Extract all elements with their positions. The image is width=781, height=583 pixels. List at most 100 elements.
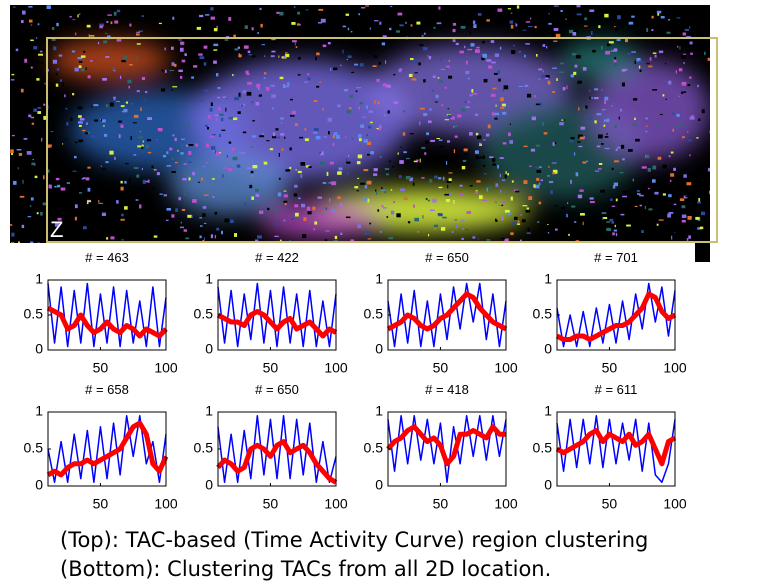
speck: [453, 126, 455, 128]
speck: [191, 215, 193, 219]
x-tick-label: 100: [663, 496, 687, 512]
speck: [490, 93, 496, 97]
speck: [270, 84, 275, 87]
speck: [661, 182, 665, 184]
speck: [191, 76, 195, 79]
speck: [654, 5, 659, 9]
speck: [62, 143, 64, 145]
speck: [531, 116, 536, 121]
speck: [625, 207, 628, 211]
speck: [606, 221, 610, 223]
speck: [153, 18, 157, 20]
speck: [577, 141, 581, 143]
speck: [668, 155, 671, 158]
speck: [638, 65, 641, 69]
speck: [547, 224, 549, 226]
speck: [315, 35, 320, 37]
speck: [41, 61, 44, 65]
speck: [482, 139, 486, 141]
speck: [33, 150, 36, 154]
speck: [465, 60, 468, 65]
speck: [673, 167, 676, 171]
speck: [271, 50, 276, 53]
speck: [587, 226, 589, 230]
speck: [453, 200, 455, 204]
speck: [436, 138, 441, 140]
speck: [252, 164, 258, 169]
speck: [220, 230, 223, 235]
speck: [283, 200, 288, 203]
chart-title: # = 418: [425, 382, 469, 397]
speck: [81, 129, 86, 132]
speck: [686, 238, 689, 241]
speck: [180, 221, 182, 224]
speck: [439, 58, 443, 61]
speck: [50, 131, 54, 133]
y-tick-label: 0.5: [194, 306, 214, 322]
speck: [548, 22, 552, 25]
speck: [467, 48, 473, 51]
speck: [697, 227, 703, 230]
speck: [287, 82, 290, 86]
speck: [166, 207, 172, 211]
speck: [666, 140, 671, 143]
speck: [501, 179, 506, 181]
speck: [524, 84, 529, 88]
speck: [463, 45, 466, 49]
speck: [192, 171, 195, 176]
speck: [641, 230, 644, 233]
speck: [175, 208, 178, 212]
speck: [459, 50, 464, 54]
speck: [577, 194, 583, 199]
speck: [345, 158, 348, 163]
speck: [250, 170, 254, 174]
speck: [169, 147, 173, 151]
speck: [160, 88, 166, 92]
speck: [619, 171, 624, 174]
speck: [512, 44, 515, 47]
speck: [300, 174, 303, 178]
speck: [501, 216, 504, 221]
speck: [707, 57, 710, 61]
speck: [136, 90, 140, 93]
speck: [358, 106, 360, 110]
line-chart: # = 418 0 0.5 1 50 100: [364, 382, 518, 512]
speck: [345, 216, 351, 219]
speck: [232, 117, 238, 121]
speck: [448, 178, 452, 182]
speck: [473, 24, 477, 28]
speck: [639, 69, 642, 72]
speck: [327, 117, 332, 122]
speck: [596, 145, 601, 148]
speck: [216, 25, 218, 29]
speck: [199, 217, 202, 219]
x-tick-label: 50: [433, 496, 449, 512]
speck: [697, 201, 701, 204]
speck: [359, 102, 363, 105]
speck: [384, 168, 390, 171]
speck: [516, 223, 521, 225]
speck: [615, 198, 618, 202]
speck: [174, 137, 177, 142]
x-tick-label: 50: [433, 360, 449, 376]
x-tick-label: 100: [154, 360, 178, 376]
speck: [85, 132, 88, 135]
speck: [85, 122, 89, 125]
speck: [699, 226, 704, 229]
speck: [98, 200, 100, 203]
speck: [171, 171, 176, 174]
speck: [64, 94, 66, 98]
speck: [244, 25, 248, 29]
speck: [413, 204, 415, 208]
speck: [188, 161, 192, 164]
speck: [294, 41, 297, 46]
speck: [203, 194, 209, 196]
raw-curve: [387, 282, 507, 348]
speck: [429, 209, 435, 212]
speck: [688, 76, 692, 79]
speck: [183, 229, 188, 232]
speck: [622, 195, 628, 198]
speck: [597, 168, 602, 170]
speck: [638, 60, 643, 63]
speck: [550, 190, 553, 195]
